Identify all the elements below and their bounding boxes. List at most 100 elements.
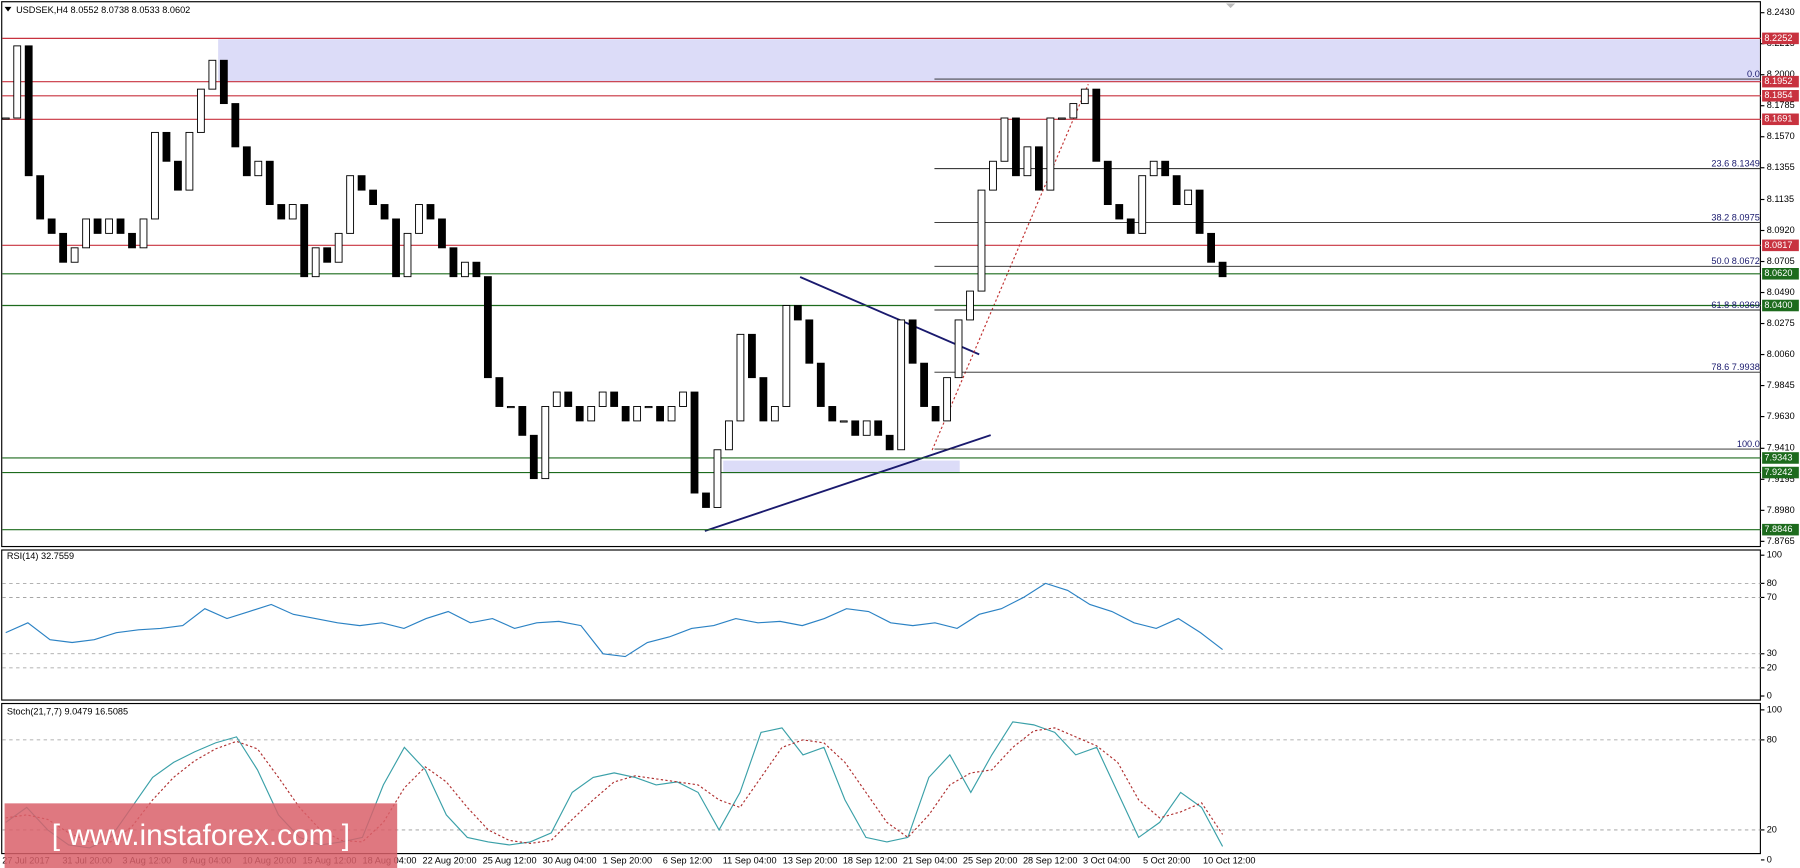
level-label: 7.9343 [1764, 452, 1792, 462]
candle [966, 290, 974, 321]
chart-title: USDSEK,H4 8.0552 8.0738 8.0533 8.0602 [16, 5, 190, 15]
menu-triangle [4, 6, 12, 12]
candle [713, 449, 722, 508]
y-tick-label: 70 [1767, 592, 1777, 602]
candle [725, 420, 733, 451]
y-tick-label: 0 [1767, 854, 1772, 864]
candle [989, 160, 997, 191]
candle [575, 406, 584, 422]
y-tick-label: 8.1355 [1767, 162, 1795, 172]
y-tick-label: 8.0275 [1767, 318, 1795, 328]
fib-label: 61.8 8.0369 [1711, 300, 1759, 310]
y-tick-label: 8.0705 [1767, 256, 1795, 266]
candle [1080, 88, 1089, 105]
resistance-zone [218, 39, 1760, 82]
candle [323, 247, 332, 263]
candle [483, 276, 492, 379]
candle [242, 146, 251, 177]
indicator-line [5, 721, 1224, 849]
candle [1149, 160, 1158, 177]
candle [851, 420, 860, 436]
candle [839, 420, 848, 423]
candle [1046, 117, 1055, 191]
y-tick-label: 7.9630 [1767, 411, 1795, 421]
candle [529, 434, 538, 480]
x-tick-label: 5 Oct 20:00 [1143, 855, 1190, 865]
y-tick-label: 30 [1767, 648, 1777, 658]
candle [403, 232, 412, 278]
candle [311, 247, 320, 278]
indicator-line [5, 582, 1223, 658]
x-tick-label: 30 Aug 04:00 [543, 855, 597, 865]
rsi-title: RSI(14) 32.7559 [7, 551, 74, 561]
candle [782, 305, 791, 407]
level-label-box [1762, 452, 1799, 464]
candle [1207, 232, 1216, 263]
level-label: 8.1854 [1764, 90, 1792, 100]
candle [897, 319, 906, 451]
candle [633, 406, 642, 422]
fib-label: 0.0 [1747, 69, 1760, 79]
x-tick-label: 22 Aug 20:00 [423, 855, 477, 865]
candle [116, 218, 125, 234]
level-label-box [1762, 239, 1799, 252]
candle [47, 218, 56, 234]
y-tick-label: 20 [1767, 824, 1777, 834]
y-tick-label: 7.9845 [1767, 380, 1795, 390]
candle [690, 391, 699, 494]
shift-marker [1226, 3, 1236, 9]
candle [748, 333, 756, 379]
candle [380, 204, 389, 220]
candle [587, 406, 596, 422]
indicator-line [5, 727, 1224, 844]
level-label: 7.8846 [1764, 524, 1792, 534]
candle [1161, 160, 1170, 177]
watermark-box [4, 803, 398, 868]
y-tick-label: 8.0060 [1767, 349, 1795, 359]
candle [128, 232, 136, 249]
candle [1012, 117, 1020, 177]
fib-base-line [931, 84, 1089, 451]
candle [1000, 117, 1009, 162]
x-tick-label: 6 Sep 12:00 [663, 855, 712, 865]
fib-label: 38.2 8.0975 [1711, 212, 1759, 222]
candle [438, 218, 446, 249]
y-tick-label: 7.9410 [1767, 443, 1795, 453]
level-label: 7.9242 [1764, 467, 1792, 477]
y-tick-label: 8.2430 [1767, 7, 1795, 17]
candle [93, 218, 102, 234]
candle [495, 377, 504, 407]
y-tick-label: 100 [1767, 704, 1782, 714]
candle [151, 131, 159, 220]
candle [1035, 146, 1043, 191]
candle [816, 362, 825, 407]
y-tick-label: 80 [1767, 578, 1777, 588]
y-tick-label: 7.8980 [1767, 505, 1795, 515]
candle [70, 247, 79, 263]
candle [1138, 175, 1147, 234]
level-label: 8.0620 [1764, 268, 1792, 278]
candle [908, 319, 917, 364]
x-tick-label: 10 Oct 12:00 [1203, 855, 1255, 865]
level-label-box [1762, 113, 1799, 126]
candle [461, 261, 469, 278]
fib-label: 23.6 8.1349 [1711, 158, 1759, 168]
stoch-title: Stoch(21,7,7) 9.0479 16.5085 [7, 707, 128, 717]
fib-label: 50.0 8.0672 [1711, 256, 1759, 266]
candle [185, 131, 194, 191]
y-tick-label: 0 [1767, 690, 1772, 700]
candle [13, 45, 22, 119]
x-tick-label: 21 Sep 04:00 [903, 855, 958, 865]
candle [208, 59, 217, 90]
candle [805, 319, 814, 364]
candle [162, 131, 171, 162]
candle [920, 362, 929, 407]
support-zone [723, 460, 960, 474]
candle [874, 420, 883, 436]
candle [219, 59, 228, 105]
candle [369, 189, 377, 206]
candle [506, 406, 515, 409]
fib-label: 100.0 [1737, 439, 1760, 449]
level-label-box [1762, 299, 1799, 312]
x-tick-label: 1 Sep 20:00 [603, 855, 652, 865]
